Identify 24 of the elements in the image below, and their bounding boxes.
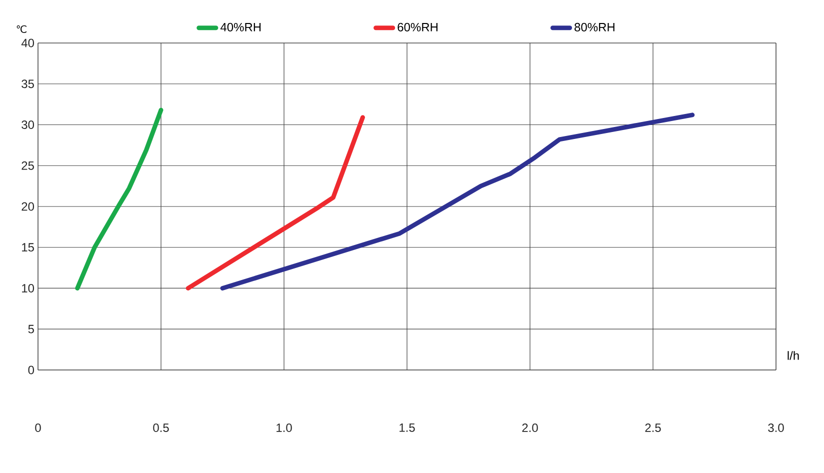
- y-axis-title: ℃: [16, 25, 26, 33]
- y-tick-label: 35: [22, 80, 34, 88]
- y-tick-label: 25: [22, 161, 34, 170]
- x-tick-label: 0.5: [153, 424, 169, 432]
- x-tick-label: 2.5: [645, 424, 661, 432]
- legend-label: 80%RH: [574, 22, 614, 32]
- y-tick-label: 15: [22, 243, 34, 252]
- y-tick-label: 5: [28, 324, 34, 334]
- x-axis-title: l/h: [788, 351, 799, 360]
- y-tick-label: 10: [22, 284, 34, 292]
- line-series: [220, 112, 695, 290]
- x-tick-label: 2.0: [522, 424, 538, 432]
- x-tick-label: 1.0: [276, 424, 292, 432]
- x-tick-label: 0: [35, 424, 41, 432]
- y-tick-label: 0: [28, 366, 34, 374]
- legend-label: 60%RH: [398, 22, 438, 32]
- y-tick-label: 40: [21, 38, 34, 48]
- y-tick-label: 30: [22, 120, 34, 129]
- legend-label: 40%RH: [220, 22, 261, 32]
- line-series: [186, 115, 365, 290]
- x-tick-label: 3.0: [768, 424, 784, 432]
- x-tick-label: 1.5: [400, 424, 415, 432]
- y-tick-label: 20: [22, 202, 34, 211]
- line-series: [75, 108, 164, 290]
